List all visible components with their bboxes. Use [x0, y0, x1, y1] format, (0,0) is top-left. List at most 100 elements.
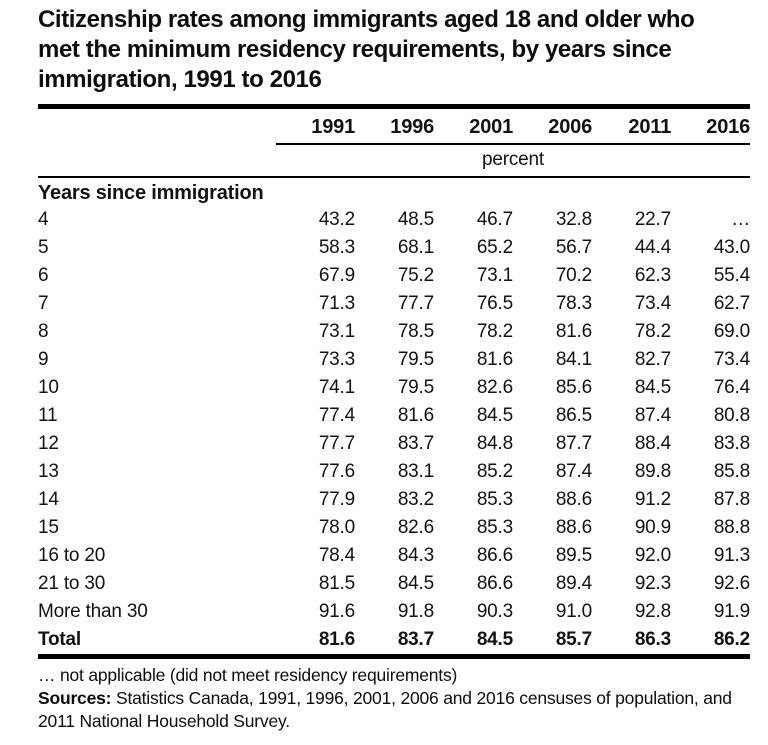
cell-value: 43.2: [318, 209, 355, 230]
cell-value: 87.7: [555, 433, 592, 454]
unit-row: percent: [38, 144, 750, 178]
cell-value: 79.5: [397, 349, 434, 370]
cell-value: 89.8: [634, 461, 671, 482]
row-label: 4: [38, 209, 49, 230]
cell-value: 92.0: [634, 545, 671, 566]
cell-value: 77.4: [318, 405, 355, 426]
cell-value: 82.6: [397, 517, 434, 538]
cell-value: 70.2: [555, 265, 592, 286]
cell-value: 82.7: [634, 349, 671, 370]
cell-value: 77.7: [397, 293, 434, 314]
unit-row-empty: [38, 144, 276, 178]
cell-value: 82.6: [476, 377, 513, 398]
cell-value: 86.2: [713, 629, 750, 650]
table-row: 12 77.7 83.7 84.8 87.7 88.4 83.8: [38, 430, 750, 458]
cell-value: 77.7: [318, 433, 355, 454]
column-header-year: 2011: [592, 106, 671, 145]
cell-value: 88.6: [555, 489, 592, 510]
cell-value: 86.6: [476, 573, 513, 594]
table-row: 9 73.3 79.5 81.6 84.1 82.7 73.4: [38, 346, 750, 374]
column-header-year: 1996: [355, 106, 434, 145]
column-header-year: 2001: [434, 106, 513, 145]
cell-value: 88.4: [634, 433, 671, 454]
row-label: 13: [38, 461, 59, 482]
cell-value: 89.5: [555, 545, 592, 566]
cell-value: 22.7: [634, 209, 671, 230]
cell-value: 77.9: [318, 489, 355, 510]
cell-value: 91.9: [713, 601, 750, 622]
cell-value: 69.0: [713, 321, 750, 342]
row-label: 5: [38, 237, 49, 258]
stub-header-row: Years since immigration: [38, 177, 750, 206]
table-row: 21 to 30 81.5 84.5 86.6 89.4 92.3 92.6: [38, 570, 750, 598]
cell-value: 79.5: [397, 377, 434, 398]
cell-value: 87.4: [634, 405, 671, 426]
cell-value: 62.3: [634, 265, 671, 286]
cell-value: 83.1: [397, 461, 434, 482]
cell-value: 55.4: [713, 265, 750, 286]
cell-value: 83.7: [397, 433, 434, 454]
cell-value: 73.1: [318, 321, 355, 342]
cell-value: 73.4: [713, 349, 750, 370]
cell-value: 84.1: [555, 349, 592, 370]
cell-value: 84.3: [397, 545, 434, 566]
cell-value: 85.6: [555, 377, 592, 398]
table-row: 13 77.6 83.1 85.2 87.4 89.8 85.8: [38, 458, 750, 486]
unit-label: percent: [276, 144, 750, 178]
cell-value: 87.8: [713, 489, 750, 510]
cell-value: 81.6: [397, 405, 434, 426]
row-label: 10: [38, 377, 59, 398]
row-label: 9: [38, 349, 49, 370]
cell-value: 78.2: [634, 321, 671, 342]
stub-header-empty: [38, 107, 276, 145]
table-title-line-3: immigration, 1991 to 2016: [38, 66, 322, 93]
cell-value: 43.0: [713, 237, 750, 258]
year-header-row: 1991 1996 2001 2006 2011 2016: [38, 106, 750, 145]
cell-value: 91.8: [397, 601, 434, 622]
cell-value: 56.7: [555, 237, 592, 258]
column-header-year: 2006: [513, 106, 592, 145]
column-header-year: 1991: [276, 106, 355, 145]
table-row: Total 81.6 83.7 84.5 85.7 86.3 86.2: [38, 626, 750, 657]
footnotes: … not applicable (did not meet residency…: [38, 664, 750, 733]
table-row: 15 78.0 82.6 85.3 88.6 90.9 88.8: [38, 514, 750, 542]
table-row: 4 43.2 48.5 46.7 32.8 22.7 …: [38, 206, 750, 234]
table-row: More than 30 91.6 91.8 90.3 91.0 92.8 91…: [38, 598, 750, 626]
cell-value: 76.5: [476, 293, 513, 314]
cell-value: 80.8: [713, 405, 750, 426]
sources-label: Sources:: [38, 688, 112, 708]
cell-value: 78.0: [318, 517, 355, 538]
cell-value: 78.3: [555, 293, 592, 314]
cell-value: 83.7: [397, 629, 434, 650]
stub-header-label: Years since immigration: [38, 182, 264, 204]
table-row: 11 77.4 81.6 84.5 86.5 87.4 80.8: [38, 402, 750, 430]
cell-value: 83.2: [397, 489, 434, 510]
cell-value: 62.7: [713, 293, 750, 314]
column-header-year: 2016: [671, 106, 750, 145]
cell-value: 85.8: [713, 461, 750, 482]
cell-value: 58.3: [318, 237, 355, 258]
cell-value: 90.3: [476, 601, 513, 622]
cell-value: 88.8: [713, 517, 750, 538]
cell-value: 86.3: [634, 629, 671, 650]
cell-value: 46.7: [476, 209, 513, 230]
row-label: 8: [38, 321, 49, 342]
cell-value: 91.6: [318, 601, 355, 622]
cell-value: 83.8: [713, 433, 750, 454]
cell-value: 92.3: [634, 573, 671, 594]
cell-value: 74.1: [318, 377, 355, 398]
cell-value: 78.2: [476, 321, 513, 342]
cell-value: 86.6: [476, 545, 513, 566]
table-row: 14 77.9 83.2 85.3 88.6 91.2 87.8: [38, 486, 750, 514]
cell-value: 77.6: [318, 461, 355, 482]
cell-value: 71.3: [318, 293, 355, 314]
cell-value: 91.0: [555, 601, 592, 622]
row-label: 15: [38, 517, 59, 538]
footnote-not-applicable: … not applicable (did not meet residency…: [38, 665, 458, 685]
cell-value: 91.3: [713, 545, 750, 566]
cell-value: 68.1: [397, 237, 434, 258]
cell-value: 91.2: [634, 489, 671, 510]
cell-value: 84.5: [476, 629, 513, 650]
table-title: Citizenship rates among immigrants aged …: [38, 5, 750, 95]
